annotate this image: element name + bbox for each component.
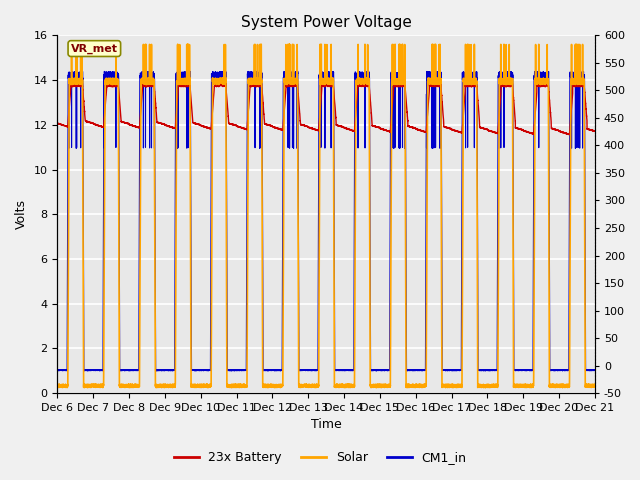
- Legend: 23x Battery, Solar, CM1_in: 23x Battery, Solar, CM1_in: [168, 446, 472, 469]
- Y-axis label: Volts: Volts: [15, 199, 28, 229]
- X-axis label: Time: Time: [311, 419, 342, 432]
- Title: System Power Voltage: System Power Voltage: [241, 15, 412, 30]
- Text: VR_met: VR_met: [71, 43, 118, 54]
